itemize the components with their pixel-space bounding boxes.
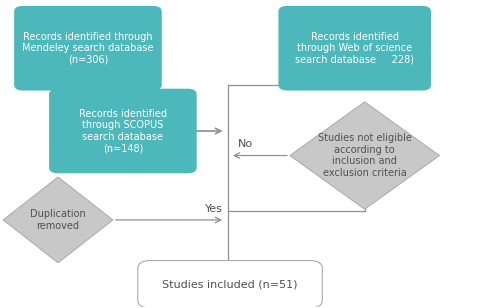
Text: Studies not eligible
according to
inclusion and
exclusion criteria: Studies not eligible according to inclus… bbox=[318, 133, 412, 178]
Text: Records identified
through Web of science
search database     228): Records identified through Web of scienc… bbox=[295, 32, 414, 65]
Polygon shape bbox=[290, 102, 440, 209]
Text: Yes: Yes bbox=[204, 204, 222, 214]
Text: Records identified through
Mendeley search database
(n=306): Records identified through Mendeley sear… bbox=[22, 32, 154, 65]
FancyBboxPatch shape bbox=[278, 6, 431, 91]
FancyBboxPatch shape bbox=[138, 261, 322, 308]
Polygon shape bbox=[3, 177, 113, 263]
FancyBboxPatch shape bbox=[49, 89, 197, 173]
Text: Studies included (n=51): Studies included (n=51) bbox=[162, 279, 298, 289]
Text: Records identified
through SCOPUS
search database
(n=148): Records identified through SCOPUS search… bbox=[79, 109, 167, 153]
Text: No: No bbox=[238, 140, 252, 149]
FancyBboxPatch shape bbox=[14, 6, 162, 91]
Text: Duplication
removed: Duplication removed bbox=[30, 209, 86, 231]
